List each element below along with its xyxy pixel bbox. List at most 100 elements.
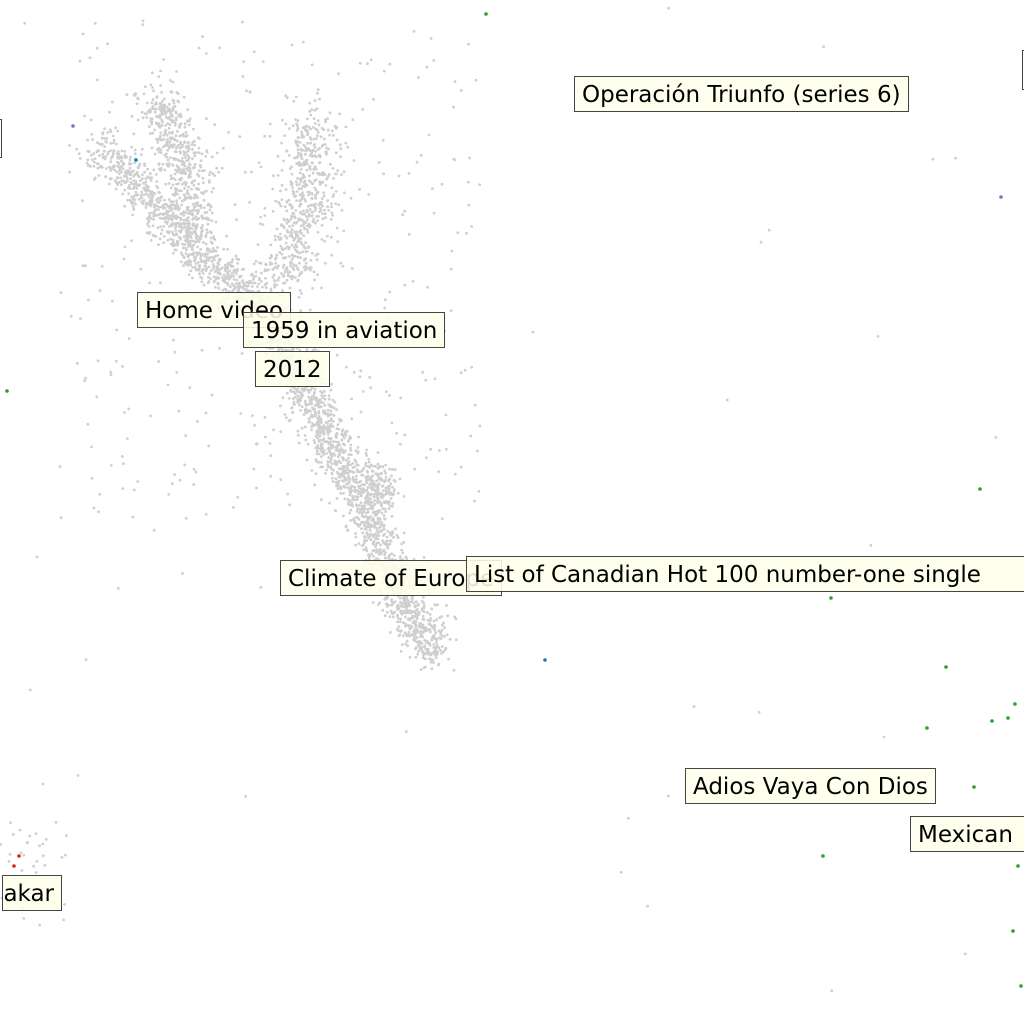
- point: [376, 487, 380, 491]
- point: [104, 167, 108, 170]
- point: [300, 153, 303, 157]
- point: [329, 465, 332, 469]
- point: [398, 620, 402, 624]
- point: [317, 123, 321, 127]
- point: [122, 174, 126, 178]
- point: [138, 183, 142, 187]
- point: [120, 183, 123, 187]
- point: [194, 232, 198, 236]
- point: [210, 241, 214, 245]
- point: [359, 484, 363, 488]
- point: [123, 188, 127, 192]
- point: [344, 525, 348, 529]
- point: [345, 365, 348, 369]
- point: [314, 423, 318, 427]
- point: [150, 122, 154, 126]
- point: [317, 427, 320, 431]
- point: [285, 200, 289, 204]
- point: [448, 637, 452, 641]
- point: [272, 273, 276, 277]
- point: [111, 154, 114, 158]
- point: [192, 127, 195, 131]
- point: [355, 522, 359, 526]
- point: [396, 491, 400, 495]
- point: [296, 136, 300, 139]
- point: [306, 162, 309, 166]
- point: [127, 407, 130, 411]
- point: [89, 118, 93, 122]
- point: [357, 542, 361, 545]
- point: [321, 396, 325, 400]
- point: [285, 229, 289, 232]
- point: [168, 107, 172, 111]
- point: [296, 154, 300, 158]
- point: [278, 251, 282, 254]
- point: [429, 37, 433, 40]
- point: [86, 149, 90, 153]
- point: [361, 108, 365, 111]
- point: [413, 467, 417, 471]
- point: [161, 120, 164, 124]
- point: [344, 141, 348, 145]
- point: [204, 52, 208, 55]
- point: [193, 143, 197, 147]
- point: [300, 176, 304, 180]
- point: [407, 630, 411, 634]
- point: [213, 174, 217, 178]
- point: [286, 348, 290, 352]
- point: [204, 264, 207, 268]
- point: [148, 214, 152, 218]
- point: [320, 438, 324, 442]
- point: [307, 193, 311, 197]
- point: [160, 91, 163, 94]
- point: [390, 600, 394, 604]
- point: [140, 177, 144, 181]
- point: [144, 201, 148, 205]
- point: [373, 526, 377, 529]
- point: [252, 278, 255, 281]
- point: [360, 520, 363, 524]
- point: [235, 269, 239, 272]
- point: [264, 435, 267, 439]
- point: [342, 485, 346, 489]
- point: [415, 160, 419, 164]
- point: [203, 254, 207, 258]
- point: [183, 164, 187, 168]
- point: [432, 661, 435, 664]
- point: [292, 99, 296, 103]
- point: [167, 217, 171, 221]
- point: [371, 601, 375, 604]
- point: [218, 257, 222, 261]
- point: [314, 254, 318, 257]
- point: [127, 169, 131, 173]
- point: [288, 127, 291, 130]
- point: [419, 153, 423, 157]
- point: [387, 543, 390, 547]
- point: [171, 98, 175, 102]
- point: [183, 463, 187, 467]
- point: [426, 611, 429, 614]
- point: [113, 168, 116, 172]
- point: [169, 186, 173, 190]
- point: [307, 390, 311, 394]
- point: [221, 288, 225, 292]
- point: [231, 258, 235, 261]
- point: [186, 196, 190, 200]
- point: [336, 440, 340, 444]
- point: [433, 377, 437, 381]
- point: [211, 247, 215, 250]
- point: [456, 231, 460, 235]
- point: [430, 607, 434, 611]
- point: [147, 125, 151, 128]
- point: [303, 226, 306, 230]
- point: [263, 214, 267, 217]
- point: [313, 412, 317, 416]
- point: [292, 400, 296, 404]
- point: [214, 285, 217, 289]
- point: [335, 353, 339, 357]
- point: [313, 209, 317, 212]
- point: [385, 539, 388, 543]
- point: [186, 119, 189, 123]
- point: [157, 75, 161, 78]
- point: [392, 492, 396, 496]
